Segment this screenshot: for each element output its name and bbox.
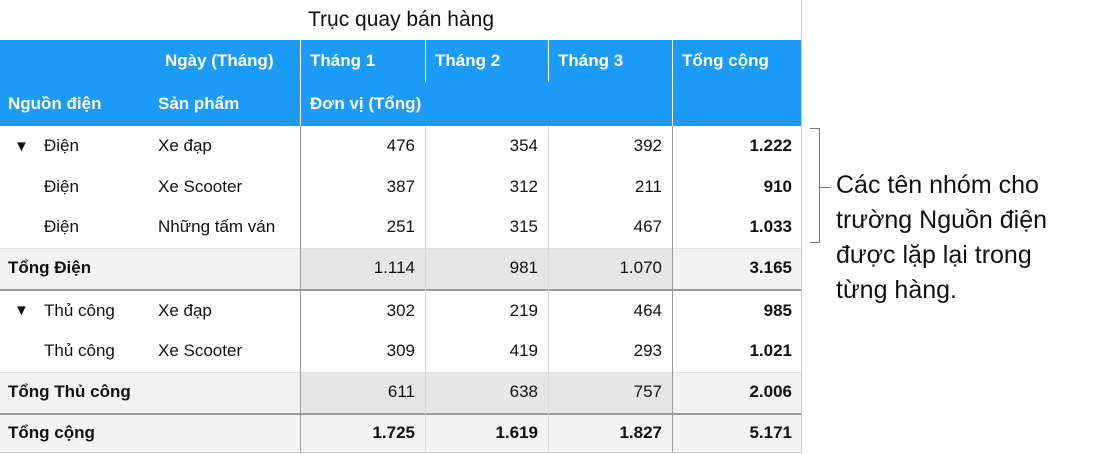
value-cell: 302: [386, 300, 415, 320]
total-cell: 3.165: [672, 247, 802, 289]
header-divider: [300, 40, 301, 82]
subtotal-label: Tổng Điện: [0, 247, 300, 289]
header-cell: Tháng 3: [548, 40, 672, 82]
value-cell: 419: [509, 341, 538, 361]
grand-total-label: Tổng cộng: [0, 414, 300, 452]
value-cell: 309: [386, 341, 415, 361]
value-cell: 476: [386, 136, 415, 156]
table-border: [0, 452, 802, 453]
value-cell: 354: [509, 136, 538, 156]
bracket: [819, 187, 831, 188]
bracket: [810, 242, 820, 243]
value-cell: 1.827: [548, 414, 672, 452]
value-cell: 1.725: [300, 414, 425, 452]
group-name: Điện: [44, 217, 79, 237]
header-cell: Ngày (Tháng): [0, 40, 300, 82]
row-divider: [0, 371, 802, 373]
total-cell: 5.171: [672, 414, 802, 452]
product-name: Những tấm ván: [158, 217, 276, 237]
product-name: Xe Scooter: [158, 176, 243, 196]
header-divider: [300, 82, 301, 126]
total-cell: 1.021: [749, 341, 792, 361]
value-cell: 467: [633, 217, 662, 237]
column-divider: [672, 126, 673, 452]
bracket: [810, 128, 820, 129]
header-cell: Đơn vị (Tổng): [300, 82, 672, 126]
group-name: Điện: [44, 136, 79, 156]
total-cell: 2.006: [672, 371, 802, 413]
value-cell: 315: [509, 217, 538, 237]
annotation-text: được lặp lại trong: [836, 241, 1032, 269]
header-cell: Sản phẩm: [150, 82, 300, 126]
product-name: Xe đạp: [158, 300, 212, 320]
subtotal-label: Tổng Thủ công: [0, 371, 300, 413]
group-divider: [0, 412, 802, 415]
value-cell: 387: [386, 176, 415, 196]
header-cell: Tháng 1: [300, 40, 425, 82]
group-name: Thủ công: [44, 341, 115, 361]
value-cell: 392: [633, 136, 662, 156]
group-name: Thủ công: [44, 300, 115, 320]
value-cell: 251: [386, 217, 415, 237]
value-cell: 611: [300, 371, 425, 413]
disclosure-triangle[interactable]: ▼: [14, 137, 29, 155]
total-cell: 985: [763, 300, 792, 320]
total-cell: 1.222: [749, 136, 792, 156]
value-cell: 464: [633, 300, 662, 320]
value-cell: 638: [425, 371, 548, 413]
product-name: Xe Scooter: [158, 341, 243, 361]
table-border: [801, 0, 802, 452]
total-cell: 1.033: [749, 217, 792, 237]
value-cell: 293: [633, 341, 662, 361]
value-cell: 1.619: [425, 414, 548, 452]
header-divider: [672, 82, 673, 126]
value-cell: 757: [548, 371, 672, 413]
header-divider: [425, 40, 426, 82]
table-title: Trục quay bán hàng: [307, 8, 495, 31]
row-divider: [0, 247, 802, 249]
column-divider: [425, 126, 426, 452]
value-cell: 312: [509, 176, 538, 196]
total-cell: 910: [763, 176, 792, 196]
value-cell: 981: [425, 247, 548, 289]
value-cell: 1.114: [300, 247, 425, 289]
column-divider: [548, 126, 549, 452]
value-cell: 219: [509, 300, 538, 320]
header-cell: [672, 82, 802, 126]
value-cell: 1.070: [548, 247, 672, 289]
header-divider: [548, 40, 549, 82]
header-divider: [672, 40, 673, 82]
annotation-text: Các tên nhóm cho: [836, 171, 1039, 199]
annotation-text: trường Nguồn điện: [836, 206, 1048, 234]
column-divider: [300, 126, 301, 452]
annotation-text: từng hàng.: [836, 276, 957, 304]
group-divider: [0, 288, 802, 291]
product-name: Xe đạp: [158, 136, 212, 156]
header-cell: Tháng 2: [425, 40, 548, 82]
header-cell: Tổng cộng: [672, 40, 802, 82]
bracket: [819, 128, 820, 242]
group-name: Điện: [44, 176, 79, 196]
disclosure-triangle[interactable]: ▼: [14, 302, 29, 320]
value-cell: 211: [634, 176, 662, 196]
header-cell: Nguồn điện: [0, 82, 150, 126]
